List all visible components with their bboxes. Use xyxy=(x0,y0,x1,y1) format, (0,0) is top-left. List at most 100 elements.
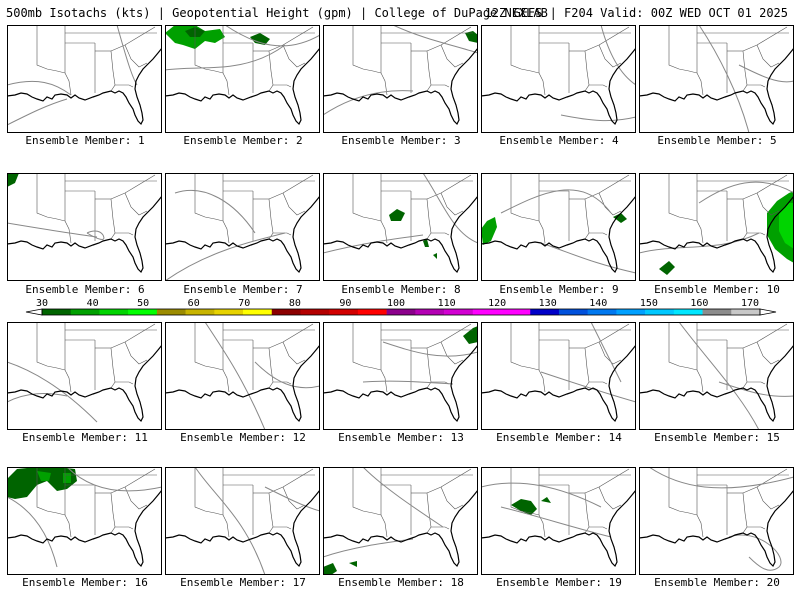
state-border xyxy=(194,467,224,516)
member-caption: Ensemble Member: 10 xyxy=(654,283,780,296)
colorbar-swatch xyxy=(616,309,646,315)
state-border xyxy=(668,467,698,516)
isotach-area xyxy=(613,213,627,223)
colorbar-tick-label: 80 xyxy=(289,298,301,309)
colorbar-swatch xyxy=(587,309,617,315)
state-border xyxy=(194,173,224,222)
colorbar-swatch xyxy=(386,309,416,315)
state-border xyxy=(222,369,230,393)
member-caption: Ensemble Member: 5 xyxy=(657,134,777,147)
state-border xyxy=(538,220,546,244)
height-contour xyxy=(224,25,320,47)
state-border xyxy=(510,322,540,371)
member-caption: Ensemble Member: 1 xyxy=(25,134,145,147)
state-border xyxy=(110,198,116,240)
height-contour xyxy=(600,25,636,86)
state-border xyxy=(756,486,780,510)
coastline xyxy=(323,489,478,568)
state-border xyxy=(589,381,608,385)
height-contour xyxy=(264,486,320,512)
member-map xyxy=(7,467,162,575)
state-border xyxy=(584,26,630,52)
state-border xyxy=(510,467,540,516)
height-contour xyxy=(392,25,478,54)
state-border xyxy=(36,467,66,516)
height-contour xyxy=(323,538,414,558)
coastline xyxy=(481,47,636,126)
panel-frame xyxy=(7,467,162,575)
state-border xyxy=(115,381,134,385)
member-caption: Ensemble Member: 18 xyxy=(338,576,464,589)
ensemble-panel xyxy=(165,173,320,281)
state-border xyxy=(696,72,704,96)
panel-frame xyxy=(323,467,478,575)
height-contour xyxy=(382,341,478,357)
coastline xyxy=(165,195,320,274)
state-border xyxy=(124,341,148,365)
state-border xyxy=(110,492,116,534)
state-border xyxy=(64,220,72,244)
height-contour xyxy=(422,173,478,244)
state-border xyxy=(584,174,630,200)
colorbar-tick-label: 120 xyxy=(488,298,506,309)
state-border xyxy=(124,486,148,510)
coastline xyxy=(323,47,478,126)
state-border xyxy=(352,467,382,516)
colorbar-tick-label: 40 xyxy=(87,298,99,309)
ensemble-panel xyxy=(639,322,794,430)
state-border xyxy=(584,492,590,534)
state-border xyxy=(268,50,274,92)
state-border xyxy=(742,198,748,240)
state-border xyxy=(64,514,72,538)
member-map xyxy=(481,173,636,281)
colorbar-swatch xyxy=(156,309,186,315)
height-contour xyxy=(500,189,612,214)
height-contour xyxy=(165,232,286,281)
colorbar-swatch xyxy=(731,309,761,315)
state-border xyxy=(273,381,292,385)
member-caption: Ensemble Member: 15 xyxy=(654,431,780,444)
coastline xyxy=(7,195,162,274)
state-border xyxy=(426,468,472,494)
colorbar-swatch xyxy=(645,309,675,315)
coastline xyxy=(639,344,794,423)
member-caption: Ensemble Member: 17 xyxy=(180,576,306,589)
member-caption: Ensemble Member: 20 xyxy=(654,576,780,589)
state-border xyxy=(194,25,224,74)
panel-frame xyxy=(639,25,794,133)
height-contour xyxy=(698,181,794,204)
member-map xyxy=(481,322,636,430)
isotach-area xyxy=(7,467,77,499)
colorbar-swatch xyxy=(214,309,244,315)
member-map xyxy=(7,322,162,430)
state-border xyxy=(268,492,274,534)
ensemble-panel xyxy=(165,467,320,575)
state-border xyxy=(222,72,230,96)
panel-frame xyxy=(7,25,162,133)
colorbar-swatch xyxy=(415,309,445,315)
height-contour xyxy=(362,467,444,528)
state-border xyxy=(668,25,698,74)
coastline xyxy=(165,489,320,568)
member-map xyxy=(7,25,162,133)
colorbar-swatch xyxy=(42,309,72,315)
height-contour xyxy=(540,371,636,403)
height-contour xyxy=(718,381,794,397)
member-map xyxy=(323,322,478,430)
member-caption: Ensemble Member: 13 xyxy=(338,431,464,444)
state-border xyxy=(380,220,388,244)
state-border xyxy=(352,173,382,222)
member-map xyxy=(639,467,794,575)
state-border xyxy=(110,50,116,92)
state-border xyxy=(440,44,464,68)
state-border xyxy=(110,347,116,389)
isotach-area xyxy=(433,253,437,259)
member-caption: Ensemble Member: 7 xyxy=(183,283,303,296)
state-border xyxy=(273,232,292,236)
state-border xyxy=(742,468,788,494)
state-border xyxy=(756,192,780,216)
state-border xyxy=(538,72,546,96)
state-border xyxy=(115,232,134,236)
state-border xyxy=(268,468,314,494)
colorbar-tick-label: 130 xyxy=(539,298,557,309)
